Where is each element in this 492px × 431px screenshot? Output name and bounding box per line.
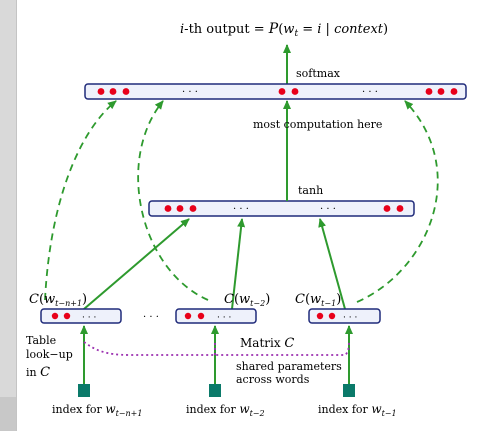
skip-connection-3 <box>356 100 439 303</box>
embedding3-to-hidden-arrow <box>318 218 346 310</box>
hidden-layer: · · · · · · <box>148 200 415 217</box>
embedding-3-label: C(wt−1) <box>295 292 341 308</box>
input-block-2 <box>209 384 221 397</box>
input-index-label-1: index for wt−n+1 <box>52 402 142 418</box>
embedding-layer-1: · · · <box>40 308 122 324</box>
matrix-c-label: Matrix C <box>240 336 294 351</box>
embedding2-to-hidden-arrow <box>231 218 246 310</box>
shared-parameters-line <box>83 341 350 356</box>
diagram-title: i-th output = P(wt = i | context) <box>180 21 388 39</box>
softmax-unit-6 <box>425 88 433 95</box>
hidden-units <box>164 205 404 212</box>
hidden-unit-2 <box>176 205 184 212</box>
window-left-strip <box>0 0 17 431</box>
hidden-unit-5 <box>396 205 404 212</box>
embedding-layer-3: · · · <box>308 308 381 324</box>
softmax-units <box>97 88 458 95</box>
softmax-unit-7 <box>437 88 445 95</box>
hidden-unit-1 <box>164 205 172 212</box>
hidden-ellipsis-2: · · · <box>320 204 336 215</box>
computation-label: most computation here <box>253 118 382 131</box>
skip-connection-1 <box>44 100 117 301</box>
hidden-unit-4 <box>383 205 391 212</box>
softmax-unit-2 <box>109 88 117 95</box>
hidden-ellipsis-1: · · · <box>233 204 249 215</box>
embedding-2-ellipsis: · · · <box>217 313 231 323</box>
embedding-layer-2: · · · <box>175 308 257 324</box>
softmax-unit-3 <box>122 88 130 95</box>
softmax-label: softmax <box>296 67 341 80</box>
softmax-layer: · · · · · · <box>84 83 467 100</box>
embedding-2-label: C(wt−2) <box>224 292 270 308</box>
softmax-unit-1 <box>97 88 105 95</box>
table-lookup-label: Table look−up in C <box>26 334 76 380</box>
softmax-ellipsis-1: · · · <box>182 87 198 98</box>
input-block-3 <box>343 384 355 397</box>
embedding-1-ellipsis: · · · <box>82 313 96 323</box>
input-index-label-3: index for wt−1 <box>318 402 397 418</box>
hidden-label: tanh <box>298 184 323 197</box>
softmax-unit-4 <box>278 88 286 95</box>
softmax-unit-5 <box>291 88 299 95</box>
embedding-3-ellipsis: · · · <box>343 313 357 323</box>
input-block-1 <box>78 384 90 397</box>
shared-parameters-label: shared parameters across words <box>236 360 345 386</box>
softmax-ellipsis-2: · · · <box>362 87 378 98</box>
input-index-label-2: index for wt−2 <box>186 402 265 418</box>
hidden-unit-3 <box>189 205 197 212</box>
embedding1-to-hidden-arrow <box>83 218 190 310</box>
embedding-1-label: C(wt−n+1) <box>29 292 87 308</box>
between-embeddings-ellipsis: · · · <box>143 312 159 323</box>
skip-connection-2 <box>137 100 209 301</box>
softmax-unit-8 <box>450 88 458 95</box>
